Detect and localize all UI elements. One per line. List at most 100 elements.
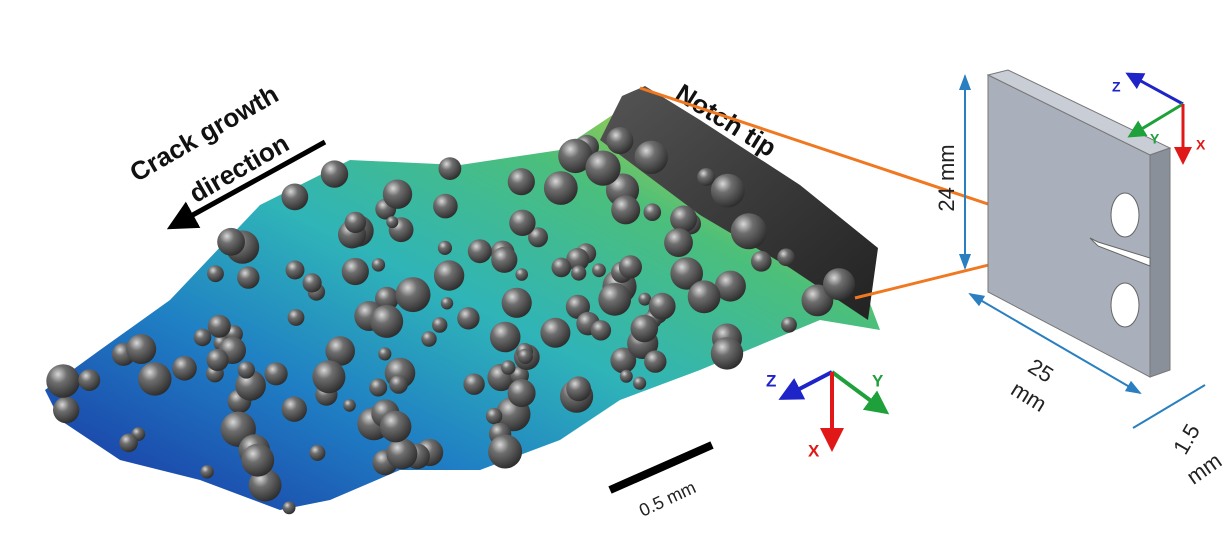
particle [781,317,797,333]
particle [457,307,479,329]
particle [515,268,528,281]
particle [777,248,795,266]
particle [207,349,229,371]
particle [372,258,385,271]
particle [585,151,620,186]
particle [644,350,666,372]
particle [237,266,259,288]
particle [78,369,100,391]
particle [544,171,578,205]
particle [688,280,721,313]
particle [383,180,412,209]
specimen [988,70,1170,377]
particle [283,501,296,514]
particle [486,408,502,424]
particle [540,318,570,348]
particle [217,228,245,256]
particle [491,247,517,273]
particle [508,379,536,407]
particle [208,315,231,338]
particle [592,263,606,277]
particle [241,444,274,477]
particle [711,337,743,369]
particle [53,397,79,423]
particle [620,370,633,383]
particle [342,258,369,285]
particle [200,465,213,478]
particle [434,260,464,290]
particle [281,184,308,211]
particle [711,174,745,208]
particle [490,322,521,353]
particle [378,347,391,360]
axis-label: Z [1112,79,1121,95]
particle [286,261,305,280]
particle [606,127,633,154]
particle [591,320,611,340]
particle [571,265,586,280]
particle [649,293,676,320]
particle [265,362,288,385]
particle [644,203,662,221]
particle [343,399,356,412]
particle [501,360,515,374]
particle [635,141,668,174]
particle [631,315,659,343]
particle [309,445,325,461]
axis-label: X [1196,137,1206,153]
particle [369,379,387,397]
figure: Crack growth direction Notch tip Z Y X 0… [0,0,1227,538]
particle [282,397,307,422]
scale-bar [610,445,712,490]
particle [303,273,322,292]
axis-label: Z [766,371,776,390]
particle [488,435,522,469]
particle [345,212,366,233]
particle [509,210,535,236]
particle [441,297,453,309]
particle [207,265,224,282]
scale-label: 0.5 mm [636,477,699,520]
particle [619,255,642,278]
particle [321,160,348,187]
particle [312,360,345,393]
particle [508,168,535,195]
particle [172,356,197,381]
thickness-label: 1.5 [1168,420,1205,459]
particle [238,361,255,378]
axis-label: X [808,441,820,460]
particle [566,376,591,401]
particle [386,438,417,469]
particle [823,268,855,300]
axis-arrow [1128,74,1183,104]
particle [46,364,80,398]
particle [463,374,484,395]
particle [633,377,646,390]
height-label: 24 mm [934,144,959,211]
particle [670,206,697,233]
particle [731,213,767,249]
particle [194,329,212,347]
axis-label: Y [872,371,884,390]
particle [552,258,572,278]
particle [598,283,631,316]
particle [611,195,640,224]
particle [432,317,447,332]
particle [389,375,408,394]
particle [439,157,462,180]
particle [138,362,171,395]
particle [518,349,533,364]
particle [664,228,693,257]
particle [386,216,398,228]
particle [468,239,492,263]
axis-arrow [782,372,832,398]
particle [438,241,452,255]
axis-label: Y [1150,131,1160,147]
particle [370,305,403,338]
particle [288,309,305,326]
particle [502,288,532,318]
particle [751,251,772,272]
particle [119,434,138,453]
particle [697,168,715,186]
particle [396,277,431,312]
